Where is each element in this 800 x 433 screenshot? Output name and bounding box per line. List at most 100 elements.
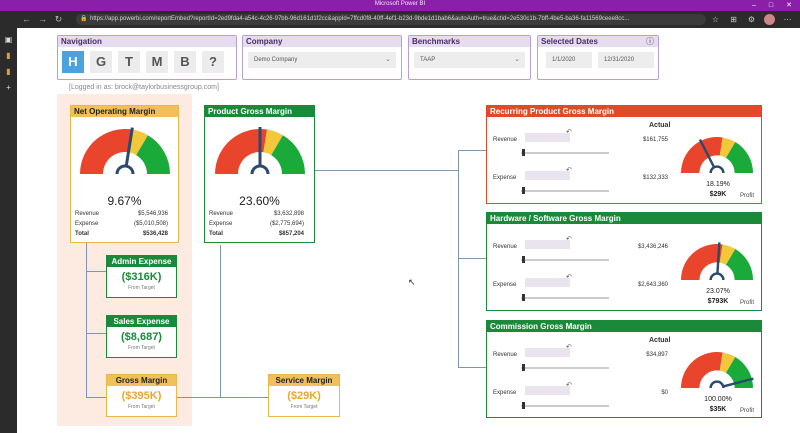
star-icon[interactable]: ☆ (711, 15, 720, 24)
address-url: https://app.powerbi.com/reportEmbed?repo… (90, 16, 630, 22)
expense-slider-handle[interactable] (522, 187, 525, 194)
reset-icon[interactable]: ↶ (566, 129, 572, 136)
expense-label: Expense (493, 175, 517, 181)
gauge-green-band (725, 249, 753, 280)
service-margin-sub: From Target (290, 404, 318, 410)
benchmarks-header: Benchmarks (409, 36, 530, 47)
connector-line (86, 271, 106, 272)
expense-label: Expense (209, 221, 233, 227)
connector-line (458, 150, 459, 368)
company-dropdown[interactable]: Demo Company ⌄ (248, 52, 396, 68)
new-tab-icon[interactable]: + (6, 83, 11, 92)
company-panel: Company Demo Company ⌄ (242, 35, 402, 80)
expense-input[interactable] (525, 171, 570, 180)
recurring-pct: 18.19% (706, 181, 730, 188)
admin-expense-card: Admin Expense ($316K) From Target (106, 255, 177, 298)
commission-card: Commission Gross Margin Actual Revenue ↶… (486, 320, 762, 418)
product-gross-margin-title: Product Gross Margin (205, 106, 314, 117)
address-bar[interactable]: 🔒 https://app.powerbi.com/reportEmbed?re… (76, 14, 706, 25)
reset-icon[interactable]: ↶ (566, 344, 572, 351)
dates-panel: Selected Dates ⓘ 1/1/2020 12/31/2020 (537, 35, 659, 80)
chevron-down-icon: ⌄ (385, 56, 391, 63)
close-icon[interactable]: ✕ (786, 2, 792, 9)
forward-icon[interactable]: → (38, 14, 47, 24)
gauge-yellow-band (719, 137, 736, 158)
revenue-slider-handle[interactable] (522, 256, 525, 263)
expense-slider-handle[interactable] (522, 402, 525, 409)
start-date-field[interactable]: 1/1/2020 (546, 52, 592, 68)
gauge-hub (250, 164, 270, 175)
expense-input[interactable] (525, 386, 570, 395)
end-date-field[interactable]: 12/31/2020 (598, 52, 654, 68)
nav-button-g[interactable]: G (90, 51, 112, 73)
expense-input[interactable] (525, 278, 570, 287)
hardware-value: $793K (707, 298, 729, 305)
powerbi-tab-icon[interactable]: ▮ (6, 51, 11, 60)
maximize-icon[interactable]: □ (768, 2, 774, 9)
profile-avatar[interactable] (764, 14, 775, 25)
revenue-slider[interactable] (521, 259, 609, 261)
connector-line (177, 397, 268, 398)
revenue-slider[interactable] (521, 367, 609, 369)
info-icon[interactable]: ⓘ (646, 37, 654, 46)
minimize-icon[interactable]: – (752, 2, 756, 9)
navigation-panel: Navigation H G T M B ? (57, 35, 237, 80)
connector-line (458, 367, 486, 368)
tab-icon[interactable]: ▣ (4, 35, 13, 44)
revenue-input[interactable] (525, 240, 570, 249)
expense-slider[interactable] (521, 190, 609, 192)
revenue-label: Revenue (493, 244, 518, 250)
logged-in-text: [Logged in as: brock@taylorbusinessgroup… (69, 84, 219, 91)
benchmarks-dropdown[interactable]: TAAP ⌄ (414, 52, 525, 68)
profit-label: Profit (740, 408, 755, 414)
revenue-input[interactable] (525, 133, 570, 142)
expense-amount: $2,643,360 (637, 282, 668, 288)
expense-slider[interactable] (521, 297, 609, 299)
nav-button-m[interactable]: M (146, 51, 168, 73)
sales-expense-title: Sales Expense (107, 316, 176, 327)
nav-button-help[interactable]: ? (202, 51, 224, 73)
collections-icon[interactable]: ⊞ (730, 15, 737, 24)
reset-icon[interactable]: ↶ (566, 167, 572, 174)
revenue-slider-handle[interactable] (522, 149, 525, 156)
browser-toolbar: ← → ↻ 🔒 https://app.powerbi.com/reportEm… (0, 11, 800, 28)
expense-label: Expense (75, 221, 99, 227)
gross-margin-value: ($395K) (121, 390, 162, 402)
benchmarks-panel: Benchmarks TAAP ⌄ (408, 35, 531, 80)
gauge-red-band (80, 129, 133, 174)
nav-button-b[interactable]: B (174, 51, 196, 73)
revenue-amount: $3,436,246 (637, 244, 668, 250)
extensions-icon[interactable]: ⚙ (747, 15, 756, 24)
sales-expense-value: ($8,687) (121, 331, 162, 343)
gauge-red-band (681, 244, 723, 280)
revenue-slider-handle[interactable] (522, 364, 525, 371)
nav-button-t[interactable]: T (118, 51, 140, 73)
revenue-slider[interactable] (521, 152, 609, 154)
service-margin-title: Service Margin (269, 375, 339, 386)
gauge-hub (709, 272, 725, 281)
connector-line (220, 245, 221, 398)
revenue-input[interactable] (525, 348, 570, 357)
service-margin-value: ($29K) (287, 390, 321, 402)
lock-icon: 🔒 (80, 16, 88, 22)
reset-icon[interactable]: ↶ (566, 236, 572, 243)
revenue-label: Revenue (493, 352, 518, 358)
gauge-needle (722, 377, 754, 388)
expense-slider[interactable] (521, 405, 609, 407)
more-icon[interactable]: ⋯ (783, 15, 792, 24)
chevron-down-icon: ⌄ (514, 56, 520, 63)
gross-margin-title: Gross Margin (107, 375, 176, 386)
reset-icon[interactable]: ↶ (566, 382, 572, 389)
actual-label: Actual (649, 337, 671, 344)
back-icon[interactable]: ← (22, 14, 31, 24)
nav-button-h[interactable]: H (62, 51, 84, 73)
net-operating-margin-card: Net Operating Margin 9.67% Revenue $5,54… (70, 105, 179, 243)
refresh-icon[interactable]: ↻ (54, 14, 63, 24)
net-operating-gauge (80, 127, 170, 175)
powerbi-tab-icon-2[interactable]: ▮ (6, 67, 11, 76)
admin-expense-value: ($316K) (121, 271, 162, 283)
total-label: Total (209, 231, 223, 237)
expense-slider-handle[interactable] (522, 294, 525, 301)
reset-icon[interactable]: ↶ (566, 274, 572, 281)
connector-line (458, 258, 486, 259)
